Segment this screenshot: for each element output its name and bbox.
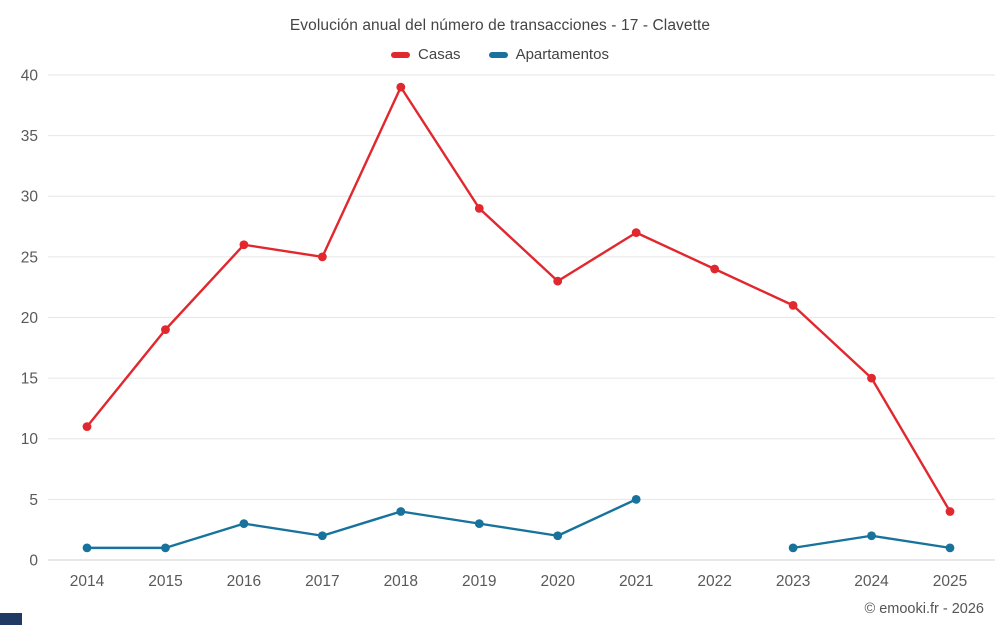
x-tick-label: 2025 (933, 573, 967, 590)
x-tick-label: 2019 (462, 573, 496, 590)
x-tick-label: 2016 (227, 573, 261, 590)
data-point-apartamentos[interactable] (553, 531, 563, 541)
data-point-apartamentos[interactable] (474, 519, 484, 529)
chart-title: Evolución anual del número de transaccio… (289, 17, 711, 34)
data-point-apartamentos[interactable] (82, 543, 92, 553)
x-tick-label: 2018 (384, 573, 418, 590)
y-tick-label: 15 (21, 371, 38, 388)
data-point-casas[interactable] (396, 82, 406, 92)
chart-legend: Casas Apartamentos (0, 46, 1000, 63)
x-tick-label: 2022 (697, 573, 731, 590)
legend-swatch-casas (391, 51, 411, 58)
x-tick-label: 2017 (305, 573, 339, 590)
data-point-apartamentos[interactable] (867, 531, 876, 541)
data-point-casas[interactable] (788, 300, 798, 310)
x-tick-label: 2024 (854, 573, 889, 590)
data-point-apartamentos[interactable] (317, 531, 327, 541)
y-tick-label: 35 (21, 128, 38, 145)
x-tick-label: 2020 (540, 573, 575, 590)
data-point-apartamentos[interactable] (631, 494, 641, 504)
data-point-apartamentos[interactable] (945, 543, 955, 553)
data-point-casas[interactable] (474, 203, 484, 213)
series-line-apartamentos (85, 498, 638, 550)
y-tick-label: 25 (21, 249, 38, 266)
legend-item-casas[interactable]: Casas (391, 46, 461, 63)
data-point-casas[interactable] (867, 373, 876, 383)
x-tick-label: 2023 (776, 573, 810, 590)
legend-label: Apartamentos (515, 46, 609, 63)
x-tick-label: 2021 (619, 573, 653, 590)
y-tick-label: 30 (21, 189, 39, 206)
data-point-casas[interactable] (710, 264, 720, 274)
data-point-casas[interactable] (553, 276, 563, 286)
data-point-casas[interactable] (82, 422, 92, 432)
legend-swatch-apartamentos (488, 51, 508, 58)
y-tick-label: 0 (29, 552, 38, 569)
y-tick-label: 20 (21, 310, 39, 327)
data-point-casas[interactable] (161, 325, 170, 335)
data-point-casas[interactable] (317, 252, 327, 262)
y-tick-label: 5 (29, 492, 38, 509)
data-point-apartamentos[interactable] (396, 507, 406, 516)
data-point-casas[interactable] (239, 240, 249, 250)
data-point-casas[interactable] (631, 228, 641, 238)
legend-label: Casas (418, 46, 461, 63)
data-point-casas[interactable] (945, 507, 955, 516)
brand-corner-accent (0, 613, 22, 625)
legend-item-apartamentos[interactable]: Apartamentos (488, 46, 609, 63)
series-line-casas (85, 85, 952, 513)
x-tick-label: 2015 (148, 573, 182, 590)
data-point-apartamentos[interactable] (161, 543, 170, 553)
y-tick-label: 40 (21, 67, 39, 84)
data-point-apartamentos[interactable] (239, 519, 249, 529)
y-tick-label: 10 (21, 431, 39, 448)
copyright-text: © emooki.fr - 2026 (864, 601, 984, 617)
x-tick-label: 2014 (70, 573, 105, 590)
data-point-apartamentos[interactable] (788, 543, 798, 553)
